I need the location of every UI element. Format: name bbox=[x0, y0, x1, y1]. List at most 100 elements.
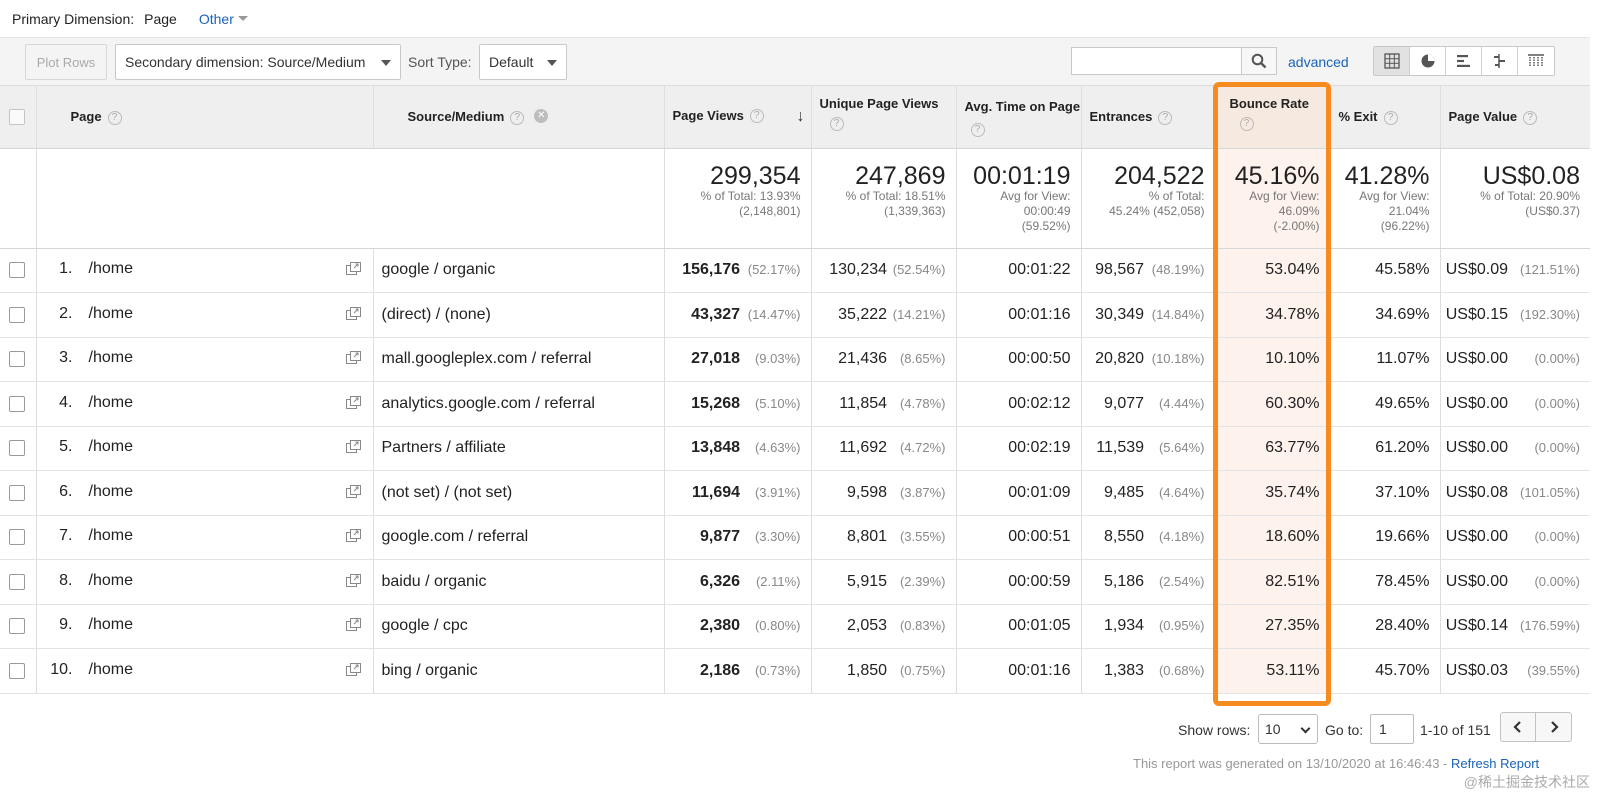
row-checkbox[interactable] bbox=[9, 662, 25, 679]
source-medium-cell[interactable]: bing / organic bbox=[373, 648, 665, 694]
summary-page-value: US$0.08 % of Total: 20.90% (US$0.37) bbox=[1440, 148, 1590, 249]
page-value-cell: US$0.15 (192.30%) bbox=[1440, 292, 1590, 338]
header-bounce-rate[interactable]: Bounce Rate? bbox=[1215, 86, 1331, 149]
unique-page-views-cell: 11,692 (4.72%) bbox=[811, 426, 957, 471]
header-page[interactable]: Page? bbox=[36, 86, 374, 149]
caret-down-icon bbox=[381, 60, 391, 66]
header-unique-page-views[interactable]: Unique Page Views? bbox=[811, 86, 957, 149]
performance-view-button[interactable] bbox=[1446, 47, 1482, 75]
exit-cell: 78.45% bbox=[1330, 559, 1441, 605]
page-views-value: 9,877 bbox=[700, 528, 741, 546]
plot-rows-button[interactable]: Plot Rows bbox=[25, 44, 107, 80]
previous-page-button[interactable] bbox=[1501, 713, 1536, 741]
help-icon[interactable]: ? bbox=[749, 109, 764, 124]
sort-type-dropdown[interactable]: Default bbox=[479, 44, 567, 80]
source-medium-cell[interactable]: analytics.google.com / referral bbox=[373, 381, 665, 427]
search-button[interactable] bbox=[1241, 47, 1277, 75]
row-checkbox[interactable] bbox=[9, 262, 25, 279]
source-medium-cell[interactable]: google / cpc bbox=[373, 604, 665, 649]
page-cell: 10. /home bbox=[36, 648, 374, 694]
row-checkbox[interactable] bbox=[9, 351, 25, 368]
header-source-medium[interactable]: Source/Medium? ✕ bbox=[373, 86, 665, 149]
header-exit[interactable]: % Exit? bbox=[1330, 86, 1441, 149]
page-link[interactable]: /home bbox=[88, 393, 133, 411]
row-checkbox[interactable] bbox=[9, 484, 25, 501]
page-views-pct: (14.47%) bbox=[747, 306, 801, 322]
page-link[interactable]: /home bbox=[88, 260, 133, 278]
dimension-page-active[interactable]: Page bbox=[144, 10, 177, 27]
header-page-views[interactable]: Page Views? ↓ bbox=[664, 86, 812, 149]
secondary-dimension-dropdown[interactable]: Secondary dimension: Source/Medium bbox=[115, 44, 401, 80]
page-link[interactable]: /home bbox=[88, 482, 133, 500]
page-views-cell: 27,018 (9.03%) bbox=[664, 337, 812, 382]
page-views-pct: (0.73%) bbox=[754, 662, 801, 678]
open-page-external-icon[interactable] bbox=[345, 529, 361, 547]
term-cloud-view-button[interactable] bbox=[1518, 47, 1554, 75]
refresh-report-link[interactable]: Refresh Report bbox=[1451, 756, 1540, 771]
goto-page-input[interactable]: 1 bbox=[1370, 714, 1414, 744]
source-medium-cell[interactable]: (not set) / (not set) bbox=[373, 470, 665, 516]
source-medium-cell[interactable]: google / organic bbox=[373, 248, 665, 293]
help-icon[interactable]: ? bbox=[1383, 110, 1398, 125]
header-unique-page-views-label: Unique Page Views bbox=[819, 96, 939, 111]
row-checkbox[interactable] bbox=[9, 440, 25, 457]
table-row: 6./home (not set) / (not set) 11,694 (3.91… bbox=[0, 470, 1590, 516]
source-medium-cell[interactable]: google.com / referral bbox=[373, 515, 665, 560]
open-page-external-icon[interactable] bbox=[345, 573, 361, 592]
help-icon[interactable]: ? bbox=[970, 122, 985, 137]
page-link[interactable]: /home bbox=[88, 349, 133, 367]
open-page-external-icon[interactable] bbox=[345, 484, 361, 503]
page-views-cell: 156,176 (52.17%) bbox=[664, 248, 812, 293]
percentage-view-button[interactable] bbox=[1410, 47, 1446, 75]
entrances-cell: 11,539 (5.64%) bbox=[1081, 426, 1216, 471]
page-link[interactable]: /home bbox=[88, 660, 133, 678]
help-icon[interactable]: ? bbox=[1239, 117, 1254, 131]
select-all-checkbox[interactable] bbox=[9, 108, 25, 125]
header-entrances[interactable]: Entrances? bbox=[1081, 86, 1216, 149]
advanced-filter-link[interactable]: advanced bbox=[1288, 54, 1349, 70]
show-rows-select[interactable]: 10 bbox=[1258, 714, 1318, 744]
open-page-external-icon[interactable] bbox=[345, 306, 361, 325]
row-checkbox[interactable] bbox=[9, 573, 25, 590]
open-page-external-icon[interactable] bbox=[345, 440, 361, 458]
next-page-button[interactable] bbox=[1536, 713, 1571, 741]
row-checkbox[interactable] bbox=[9, 618, 25, 635]
source-medium-cell[interactable]: (direct) / (none) bbox=[373, 292, 665, 338]
page-link[interactable]: /home bbox=[88, 571, 133, 589]
exit-cell: 61.20% bbox=[1330, 426, 1441, 471]
header-avg-time[interactable]: Avg. Time on Page? bbox=[956, 86, 1082, 149]
source-medium-cell[interactable]: mall.googleplex.com / referral bbox=[373, 337, 665, 382]
table-search-input[interactable] bbox=[1071, 47, 1241, 75]
help-icon[interactable]: ? bbox=[1523, 110, 1538, 125]
page-link[interactable]: /home bbox=[88, 438, 133, 456]
bounce-rate-cell: 63.77% bbox=[1215, 426, 1331, 471]
page-link[interactable]: /home bbox=[88, 527, 133, 545]
comparison-view-button[interactable] bbox=[1482, 47, 1518, 75]
source-medium-cell[interactable]: baidu / organic bbox=[373, 559, 665, 605]
source-medium-cell[interactable]: Partners / affiliate bbox=[373, 426, 665, 471]
row-number: 6. bbox=[59, 482, 73, 500]
open-page-external-icon[interactable] bbox=[345, 618, 361, 636]
remove-secondary-dimension-icon[interactable]: ✕ bbox=[534, 108, 549, 123]
unique-page-views-cell: 9,598 (3.87%) bbox=[811, 470, 957, 516]
dimension-other-dropdown[interactable]: Other bbox=[199, 11, 248, 27]
help-icon[interactable]: ? bbox=[829, 117, 844, 131]
page-value-value: US$0.00 bbox=[1445, 572, 1508, 590]
data-table-view-button[interactable] bbox=[1374, 47, 1410, 75]
header-page-value[interactable]: Page Value? bbox=[1440, 86, 1590, 149]
bounce-rate-cell: 10.10% bbox=[1215, 337, 1331, 382]
open-page-external-icon[interactable] bbox=[345, 395, 361, 414]
row-checkbox[interactable] bbox=[9, 529, 25, 546]
open-page-external-icon[interactable] bbox=[345, 662, 361, 681]
page-link[interactable]: /home bbox=[88, 304, 133, 322]
sort-descending-arrow-icon[interactable]: ↓ bbox=[796, 107, 805, 125]
open-page-external-icon[interactable] bbox=[345, 262, 361, 280]
unique-page-views-cell: 35,222 (14.21%) bbox=[811, 292, 957, 338]
help-icon[interactable]: ? bbox=[107, 110, 122, 125]
row-checkbox[interactable] bbox=[9, 306, 25, 323]
open-page-external-icon[interactable] bbox=[345, 351, 361, 369]
page-link[interactable]: /home bbox=[88, 616, 133, 634]
help-icon[interactable]: ? bbox=[1158, 110, 1173, 125]
row-checkbox[interactable] bbox=[9, 395, 25, 412]
help-icon[interactable]: ? bbox=[510, 110, 525, 125]
